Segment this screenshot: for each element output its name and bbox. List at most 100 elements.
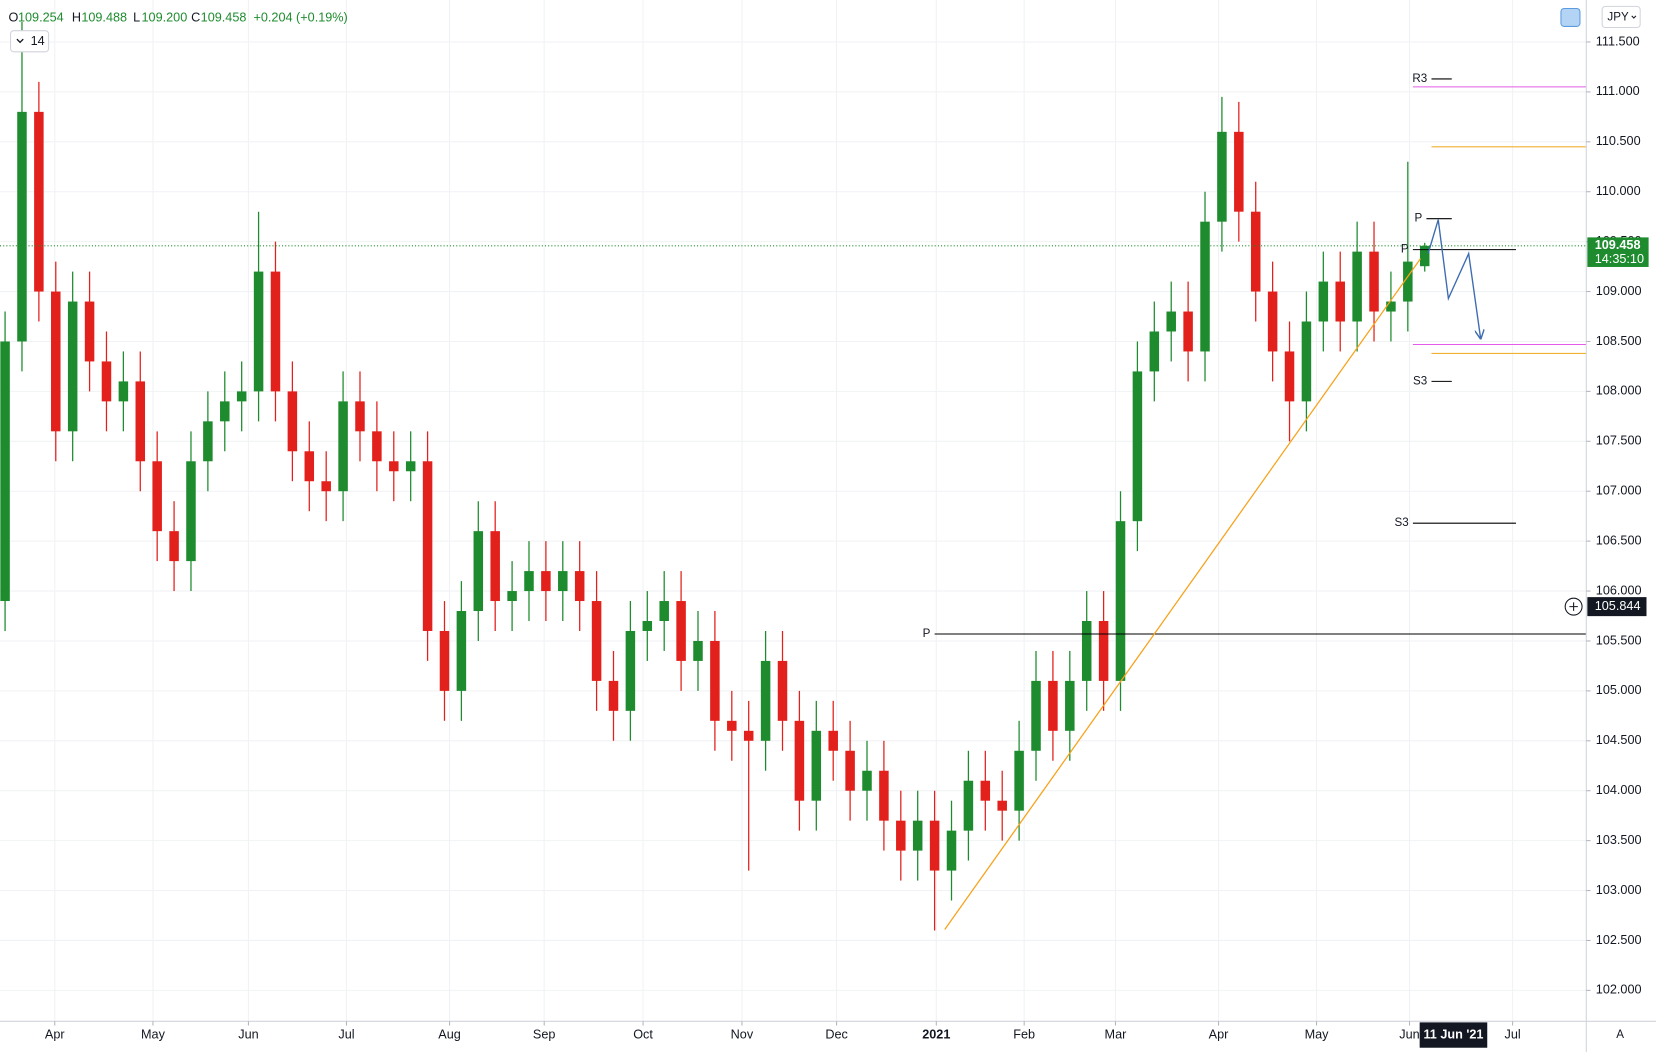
auto-scale-button[interactable]: A (1616, 1028, 1624, 1041)
x-tick-label: Mar (1105, 1027, 1127, 1041)
candle-body (1132, 371, 1143, 522)
candle-body (1267, 291, 1278, 352)
candle-body (777, 660, 788, 721)
candle-body (1048, 680, 1058, 731)
axes: 102.000 102.500 103.000 103.500 104.000 104.5… (45, 34, 1649, 1048)
drawings: R3 P P S3 S3 P (0, 72, 1587, 930)
candle-body (676, 601, 686, 661)
ohlc-value: 109.200 (142, 10, 188, 24)
candle-body (1386, 301, 1396, 312)
x-tick-label: May (1305, 1027, 1330, 1041)
indicator-toggle[interactable]: 14 (10, 30, 50, 53)
candle-body (439, 630, 450, 691)
candle-body (220, 401, 230, 422)
crosshair-date-label: 11 Jun '21 (1423, 1027, 1483, 1041)
candle-body (372, 431, 382, 462)
candle-body (338, 401, 348, 492)
y-tick-label: 103.000 (1596, 883, 1642, 897)
candle-body (118, 381, 129, 402)
crosshair-price-label: 105.844 (1595, 599, 1641, 613)
candle-body (811, 730, 822, 801)
candle-body (1369, 251, 1379, 312)
candle-body (101, 361, 112, 402)
candle-body (1183, 311, 1193, 352)
y-tick-label: 102.500 (1596, 933, 1642, 947)
candle-body (574, 571, 585, 602)
x-tick-label: Jun (238, 1027, 258, 1041)
candle-body (490, 531, 500, 602)
level-label: P (1401, 243, 1409, 256)
candle-body (1149, 331, 1160, 372)
candle-body (51, 291, 61, 432)
level-label: R3 (1412, 72, 1427, 85)
y-tick-label: 105.500 (1596, 633, 1642, 647)
y-tick-label: 103.500 (1596, 833, 1642, 847)
level-label: S3 (1394, 516, 1408, 529)
candle-body (541, 571, 551, 592)
y-tick-label: 111.000 (1596, 84, 1640, 98)
candle-body (405, 461, 416, 472)
candle-body (1115, 521, 1126, 681)
x-tick-label: Jun (1399, 1027, 1419, 1041)
candle-body (1081, 620, 1092, 681)
x-tick-label: Oct (633, 1027, 653, 1041)
candle-body (710, 640, 720, 721)
candle-body (743, 730, 754, 741)
x-tick-label: May (141, 1027, 166, 1041)
candle-body (17, 111, 27, 342)
candle-body (1335, 281, 1345, 322)
candle-body (321, 481, 331, 492)
candle-body (1031, 680, 1041, 751)
ohlc-letter: O (8, 10, 18, 24)
candle-body (1284, 351, 1295, 402)
candle-body (236, 391, 247, 402)
candle-body (642, 620, 653, 631)
currency-box[interactable] (1601, 5, 1641, 29)
candle-body (963, 780, 974, 831)
grid (0, 0, 1587, 1022)
candle-body (270, 271, 281, 392)
y-tick-label: 108.000 (1596, 384, 1642, 398)
candle-body (203, 421, 213, 462)
y-tick-label: 105.000 (1596, 683, 1642, 697)
currency-button[interactable]: JPY (1601, 5, 1641, 29)
candle-body (1352, 251, 1362, 322)
candle-body (0, 341, 10, 602)
indicator-box[interactable] (10, 30, 50, 53)
y-tick-label: 110.500 (1596, 134, 1641, 148)
candle-body (1403, 261, 1413, 302)
y-tick-label: 109.000 (1596, 284, 1642, 298)
candle-body (67, 301, 78, 432)
x-tick-label: Jul (338, 1027, 354, 1041)
candle-body (1065, 680, 1075, 731)
screenshot-icon[interactable] (1560, 7, 1581, 27)
candle-body (287, 391, 298, 452)
last-price-label: 109.458 (1595, 238, 1641, 252)
candle-body (456, 611, 467, 691)
countdown-label: 14:35:10 (1595, 252, 1644, 266)
ohlc-value: 109.458 (201, 10, 247, 24)
candle-body (727, 720, 737, 731)
candle-body (946, 830, 957, 871)
candle-body (794, 720, 805, 801)
candle-body (1419, 245, 1430, 267)
ohlc-letter: L (133, 10, 140, 24)
candle-body (524, 571, 534, 592)
candle-body (912, 820, 923, 851)
level-label: P (923, 627, 931, 640)
y-tick-label: 111.500 (1596, 34, 1640, 48)
ohlc-value: 109.488 (81, 10, 127, 24)
candle-body (1318, 281, 1329, 322)
candle-body (608, 680, 619, 711)
level-label: S3 (1413, 374, 1427, 387)
y-tick-label: 102.000 (1596, 983, 1642, 997)
candle-body (1098, 620, 1109, 681)
x-tick-label: Nov (731, 1027, 754, 1041)
x-tick-label: Sep (533, 1027, 556, 1041)
candle-body (896, 820, 906, 851)
candle-body (558, 571, 568, 592)
candle-body (760, 660, 771, 741)
candle-body (253, 271, 264, 392)
crosshair-date-box (1419, 1022, 1488, 1048)
